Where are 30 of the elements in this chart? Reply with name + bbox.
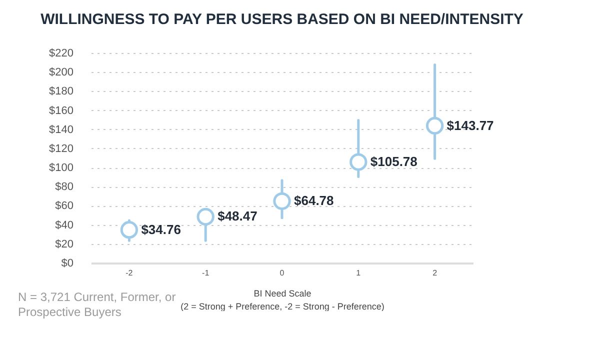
data-label: $34.76 [141, 222, 181, 237]
chart-title: WILLINGNESS TO PAY PER USERS BASED ON BI NEED/INTENSITY [40, 11, 524, 28]
x-tick-label: 0 [280, 268, 285, 278]
data-label: $48.47 [218, 208, 258, 224]
x-axis-title: BI Need Scale (2 = Strong + Preference, -2 = Strong - Preference) [180, 288, 384, 312]
point [350, 153, 368, 171]
y-tick-label: $60 [55, 200, 74, 212]
text: N = 3,721 Current, Former, or Prospective Buyers [18, 290, 176, 319]
point [196, 208, 214, 226]
point [120, 221, 138, 239]
point [426, 116, 444, 135]
y-tick-label: $140 [49, 124, 74, 136]
y-tick-label: $120 [49, 142, 74, 155]
x-tick-label: 1 [356, 268, 362, 278]
y-tick-label: $40 [55, 219, 74, 232]
data-label: $105.78 [370, 154, 418, 170]
x-tick-label: 2 [432, 268, 438, 278]
y-tick-label: $100 [49, 162, 74, 174]
y-tick-label: $180 [49, 86, 74, 98]
y-tick-label: $220 [49, 48, 74, 60]
y-tick-label: $20 [55, 238, 74, 250]
y-tick-label: $0 [61, 258, 74, 270]
x-tick-label: -2 [126, 268, 134, 278]
y-tick-label: $160 [49, 104, 74, 117]
x-tick-label: -1 [202, 268, 210, 278]
y-tick-label: $200 [49, 66, 74, 79]
point [273, 192, 291, 210]
data-label: $143.77 [446, 118, 494, 133]
y-tick-label: $80 [55, 181, 74, 194]
data-label: $64.78 [294, 193, 334, 208]
